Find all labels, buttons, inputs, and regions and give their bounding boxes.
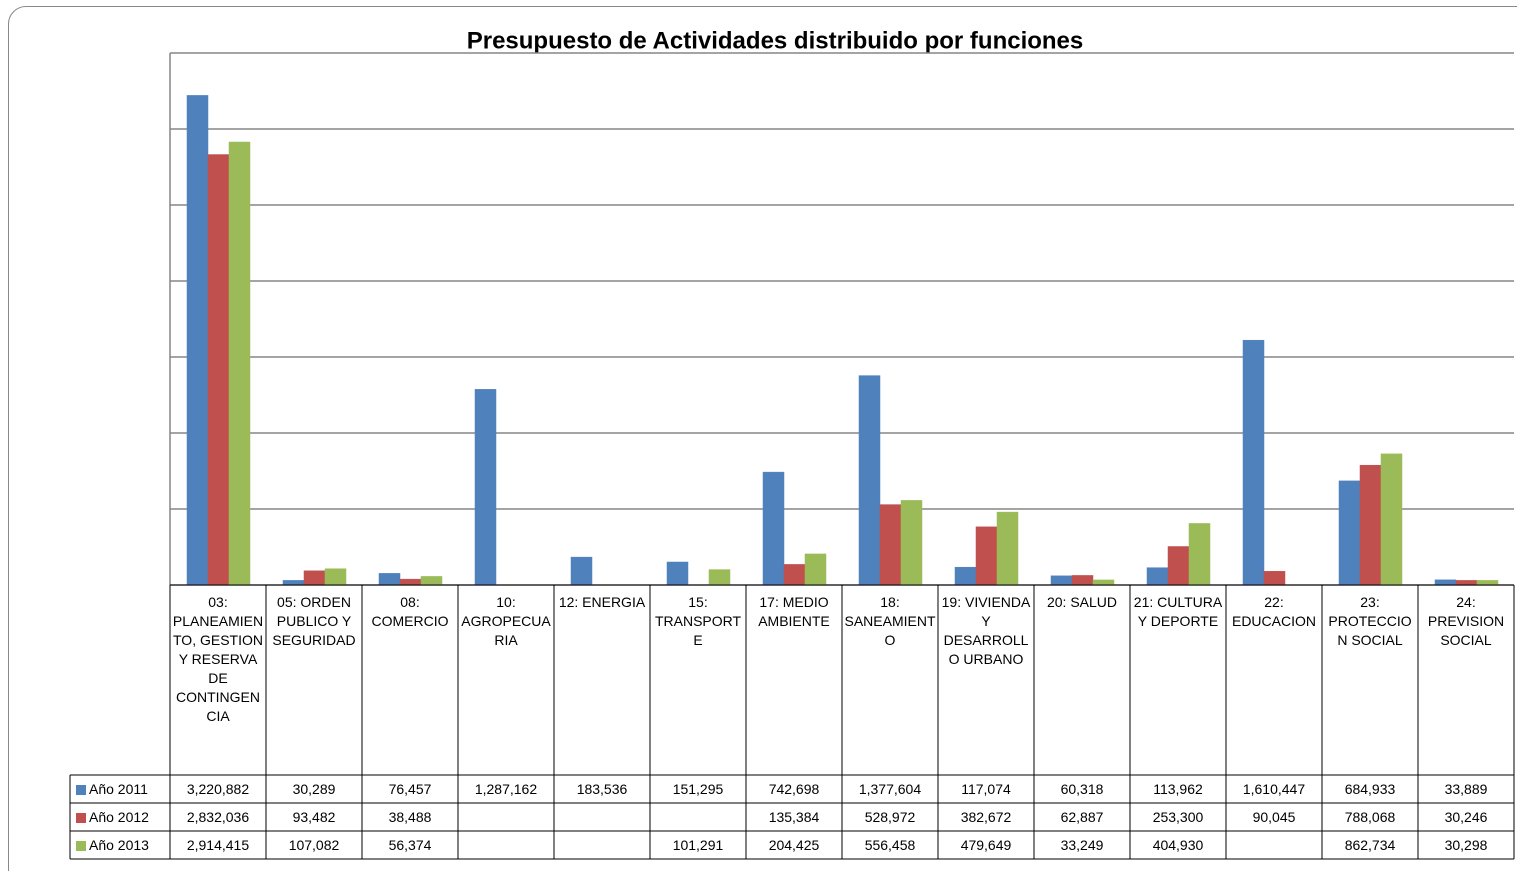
value-label: 93,482 <box>292 809 336 825</box>
category-label: 05: ORDEN PUBLICO Y SEGURIDAD <box>272 594 356 648</box>
value-label: 151,295 <box>672 781 724 797</box>
bar <box>1338 480 1361 586</box>
category-label: 21: CULTURA Y DEPORTE <box>1133 594 1223 629</box>
bar <box>186 95 209 586</box>
value-label: 113,962 <box>1153 781 1203 797</box>
bar <box>228 141 251 586</box>
value-label: 135,384 <box>768 809 820 825</box>
category-label: 10: AGROPECUARIA <box>461 594 551 648</box>
value-label: 2,914,415 <box>186 837 250 853</box>
category-label: 19: VIVIENDA Y DESARROLLO URBANO <box>941 594 1031 667</box>
value-label: 556,458 <box>864 837 916 853</box>
category-label: 18: SANEAMIENTO <box>844 594 936 648</box>
value-label: 253,300 <box>1152 809 1204 825</box>
legend-entry: Año 2011 <box>70 775 170 803</box>
category-label: 24: PREVISION SOCIAL <box>1427 594 1505 648</box>
value-label: 3,220,882 <box>186 781 250 797</box>
bar <box>1380 453 1403 586</box>
bar <box>879 504 902 586</box>
value-label: 862,734 <box>1344 837 1396 853</box>
legend-entry: Año 2012 <box>70 803 170 831</box>
bar <box>1050 575 1073 586</box>
value-label: 684,933 <box>1344 781 1396 797</box>
bar <box>666 561 689 586</box>
value-label: 62,887 <box>1060 809 1104 825</box>
bar <box>804 553 827 586</box>
value-label: 479,649 <box>960 837 1012 853</box>
value-label: 107,082 <box>288 837 340 853</box>
bar <box>474 389 497 586</box>
value-label: 33,889 <box>1444 781 1488 797</box>
bar <box>420 576 443 586</box>
category-label: 23: PROTECCION SOCIAL <box>1328 594 1412 648</box>
bar <box>303 570 326 586</box>
bar <box>1263 571 1286 586</box>
value-label: 204,425 <box>768 837 820 853</box>
chart-frame <box>8 6 1517 871</box>
legend-label: Año 2012 <box>89 809 149 825</box>
bar <box>996 511 1019 586</box>
value-label: 1,287,162 <box>474 781 538 797</box>
bar <box>324 568 347 586</box>
legend-label: Año 2011 <box>89 781 148 797</box>
value-label: 60,318 <box>1060 781 1104 797</box>
value-label: 117,074 <box>961 781 1011 797</box>
bar <box>1242 339 1265 586</box>
category-label: 15: TRANSPORTE <box>654 594 742 648</box>
bar <box>975 526 998 586</box>
category-label: 03: PLANEAMIENTO, GESTION Y RESERVA DE C… <box>172 594 264 724</box>
bar <box>1359 464 1382 586</box>
bar <box>1188 523 1211 586</box>
bar <box>708 569 731 586</box>
value-label: 1,377,604 <box>858 781 922 797</box>
category-label: 22: EDUCACION <box>1231 594 1316 629</box>
bar <box>954 566 977 586</box>
bar <box>207 154 230 586</box>
value-label: 101,291 <box>672 837 724 853</box>
bar <box>378 573 401 586</box>
value-label: 528,972 <box>864 809 916 825</box>
category-label: 17: MEDIO AMBIENTE <box>758 594 830 629</box>
category-label: 20: SALUD <box>1046 594 1118 610</box>
legend-swatch <box>76 785 86 795</box>
value-label: 742,698 <box>768 781 820 797</box>
legend-swatch <box>76 813 86 823</box>
bar <box>858 375 881 586</box>
bar <box>570 556 593 586</box>
chart-title: Presupuesto de Actividades distribuido p… <box>467 27 1084 54</box>
value-label: 788,068 <box>1344 809 1396 825</box>
value-label: 33,249 <box>1060 837 1104 853</box>
bar <box>1146 567 1169 586</box>
value-label: 90,045 <box>1252 809 1296 825</box>
category-label: 12: ENERGIA <box>558 594 646 610</box>
bar <box>900 500 923 586</box>
legend-entry: Año 2013 <box>70 831 170 859</box>
bar <box>1071 575 1094 586</box>
legend-label: Año 2013 <box>89 837 149 853</box>
bar <box>762 471 785 586</box>
value-label: 1,610,447 <box>1242 781 1306 797</box>
value-label: 30,289 <box>292 781 336 797</box>
value-label: 30,246 <box>1444 809 1488 825</box>
bar <box>1167 546 1190 586</box>
value-label: 38,488 <box>388 809 432 825</box>
value-label: 183,536 <box>576 781 628 797</box>
value-label: 382,672 <box>960 809 1012 825</box>
value-label: 76,457 <box>388 781 432 797</box>
value-label: 30,298 <box>1444 837 1488 853</box>
category-label: 08: COMERCIO <box>371 594 449 629</box>
bar <box>783 564 806 586</box>
value-label: 2,832,036 <box>186 809 250 825</box>
legend-swatch <box>76 841 86 851</box>
value-label: 56,374 <box>388 837 432 853</box>
value-label: 404,930 <box>1152 837 1204 853</box>
